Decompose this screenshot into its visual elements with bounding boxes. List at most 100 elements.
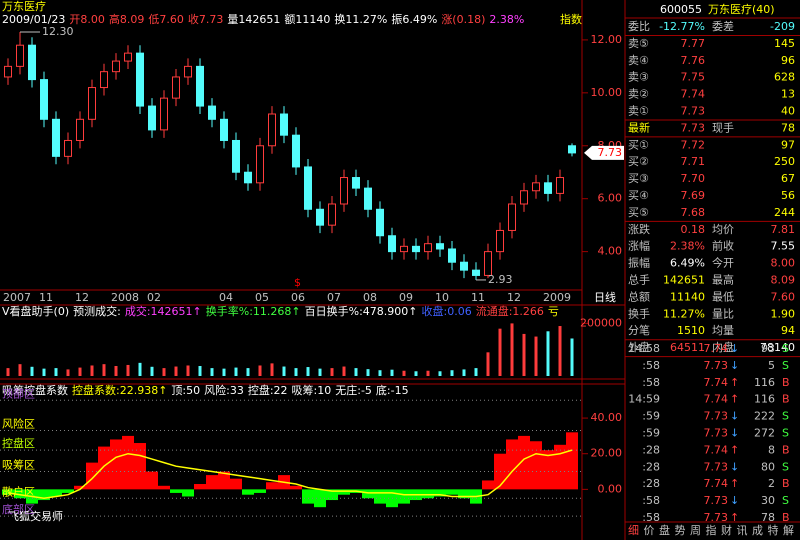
quote-value: 1.90: [771, 307, 796, 320]
volume-title: 亏: [548, 305, 559, 318]
volume-bar: [522, 333, 526, 376]
quote-label: 卖④: [628, 54, 649, 67]
candle-body: [412, 245, 420, 253]
quote-value: 7.72: [681, 138, 706, 151]
zone-label: 吸筹区: [2, 458, 35, 472]
volume-bar: [258, 365, 262, 376]
tick-dir: ↑: [730, 393, 739, 406]
tick-dir: ↓: [730, 427, 739, 440]
volume-bar: [414, 371, 418, 376]
tick-price: 7.73: [704, 359, 729, 372]
indicator-bar: [230, 478, 242, 490]
candle-body: [568, 145, 576, 154]
tab[interactable]: 盘: [659, 523, 670, 537]
indicator-bar: [170, 489, 182, 493]
x-tick-label: 09: [399, 291, 413, 304]
header-item: 2009/01/23: [2, 13, 65, 26]
indicator-bar: [434, 489, 446, 497]
tab[interactable]: 财: [721, 523, 732, 537]
candle-body: [496, 229, 504, 253]
quote-value: 78140: [760, 341, 795, 354]
annotation-high: 12.30: [42, 25, 74, 38]
volume-bar: [486, 352, 490, 376]
quote-volume: 145: [774, 37, 795, 50]
volume-bar: [162, 368, 166, 376]
tick-price: 7.73: [704, 460, 729, 473]
x-tick-label: 05: [255, 291, 269, 304]
quote-value: 7.77: [681, 37, 706, 50]
x-tick-label: 12: [75, 291, 89, 304]
candle-body: [508, 203, 516, 231]
indicator-bar: [518, 435, 530, 490]
tick-dir: ↓: [730, 460, 739, 473]
candle-body: [244, 171, 252, 184]
indicator-bar: [422, 489, 434, 499]
zone-label: 风险区: [2, 417, 35, 431]
candle-body: [40, 79, 48, 120]
tick-side: B: [782, 443, 790, 456]
candle-body: [196, 65, 204, 107]
header-item: 额11140: [284, 13, 330, 26]
quote-label: 卖⑤: [628, 37, 649, 50]
candle-body: [304, 166, 312, 210]
tab[interactable]: 成: [752, 524, 763, 537]
volume-bar: [402, 370, 406, 376]
volume-bar: [270, 363, 274, 376]
x-tick-label: 02: [147, 291, 161, 304]
volume-bar: [462, 369, 466, 376]
quote-label: 总手: [628, 273, 650, 287]
volume-bar: [174, 366, 178, 376]
candle-body: [460, 261, 468, 271]
volume-bar: [150, 366, 154, 376]
tick-side: S: [782, 410, 789, 423]
tab[interactable]: 解: [783, 523, 794, 537]
candle-body: [424, 243, 432, 253]
quote-label: 分笔: [628, 323, 650, 337]
indicator-bar: [62, 489, 74, 493]
header-item: 涨(0.18): [441, 13, 485, 26]
quote-label: 量比: [712, 307, 734, 320]
indicator-bar: [374, 489, 386, 504]
volume-title: V看盘助手(0): [2, 304, 69, 318]
candle-body: [4, 65, 12, 78]
volume-bar: [282, 366, 286, 376]
quote-value: 7.74: [681, 88, 706, 101]
quote-value: 7.60: [771, 290, 796, 303]
quote-volume: 244: [774, 206, 795, 219]
candle-body: [136, 52, 144, 107]
tab[interactable]: 指: [706, 523, 717, 537]
quote-value: 0.18: [681, 223, 706, 236]
tick-price: 7.73: [704, 410, 729, 423]
tab[interactable]: 价: [644, 524, 655, 537]
candle-body: [124, 52, 132, 62]
quote-value: 7.81: [771, 223, 796, 236]
volume-title: 成交:142651↑: [125, 304, 202, 318]
indicator-bar: [74, 485, 86, 490]
indicator-bar: [566, 432, 578, 490]
candle-body: [16, 44, 24, 67]
tick-volume: 272: [754, 427, 775, 440]
tab[interactable]: 特: [768, 523, 779, 537]
tick-side: B: [782, 511, 790, 524]
candle-body: [484, 251, 492, 276]
tab[interactable]: 细: [628, 524, 639, 537]
candle-body: [436, 243, 444, 250]
volume-title: 预测成交:: [73, 304, 121, 318]
tick-time: :28: [642, 460, 660, 473]
candle-body: [532, 182, 540, 192]
volume-bar: [78, 367, 82, 376]
tick-time: 14:58: [628, 342, 660, 355]
header-item: 开8.00: [69, 13, 105, 26]
tab[interactable]: 势: [675, 524, 686, 537]
volume-bar: [186, 365, 190, 376]
indicator-bar: [50, 489, 62, 497]
tab[interactable]: 周: [690, 524, 701, 537]
volume-bar: [126, 364, 130, 376]
candle-body: [328, 203, 336, 226]
indicator-bar: [530, 441, 542, 490]
tab[interactable]: 讯: [737, 524, 748, 537]
x-tick-label: 2009: [543, 291, 571, 304]
y-tick-label: 10.00: [591, 86, 623, 99]
candle-body: [184, 65, 192, 78]
quote-volume: 628: [774, 71, 795, 84]
